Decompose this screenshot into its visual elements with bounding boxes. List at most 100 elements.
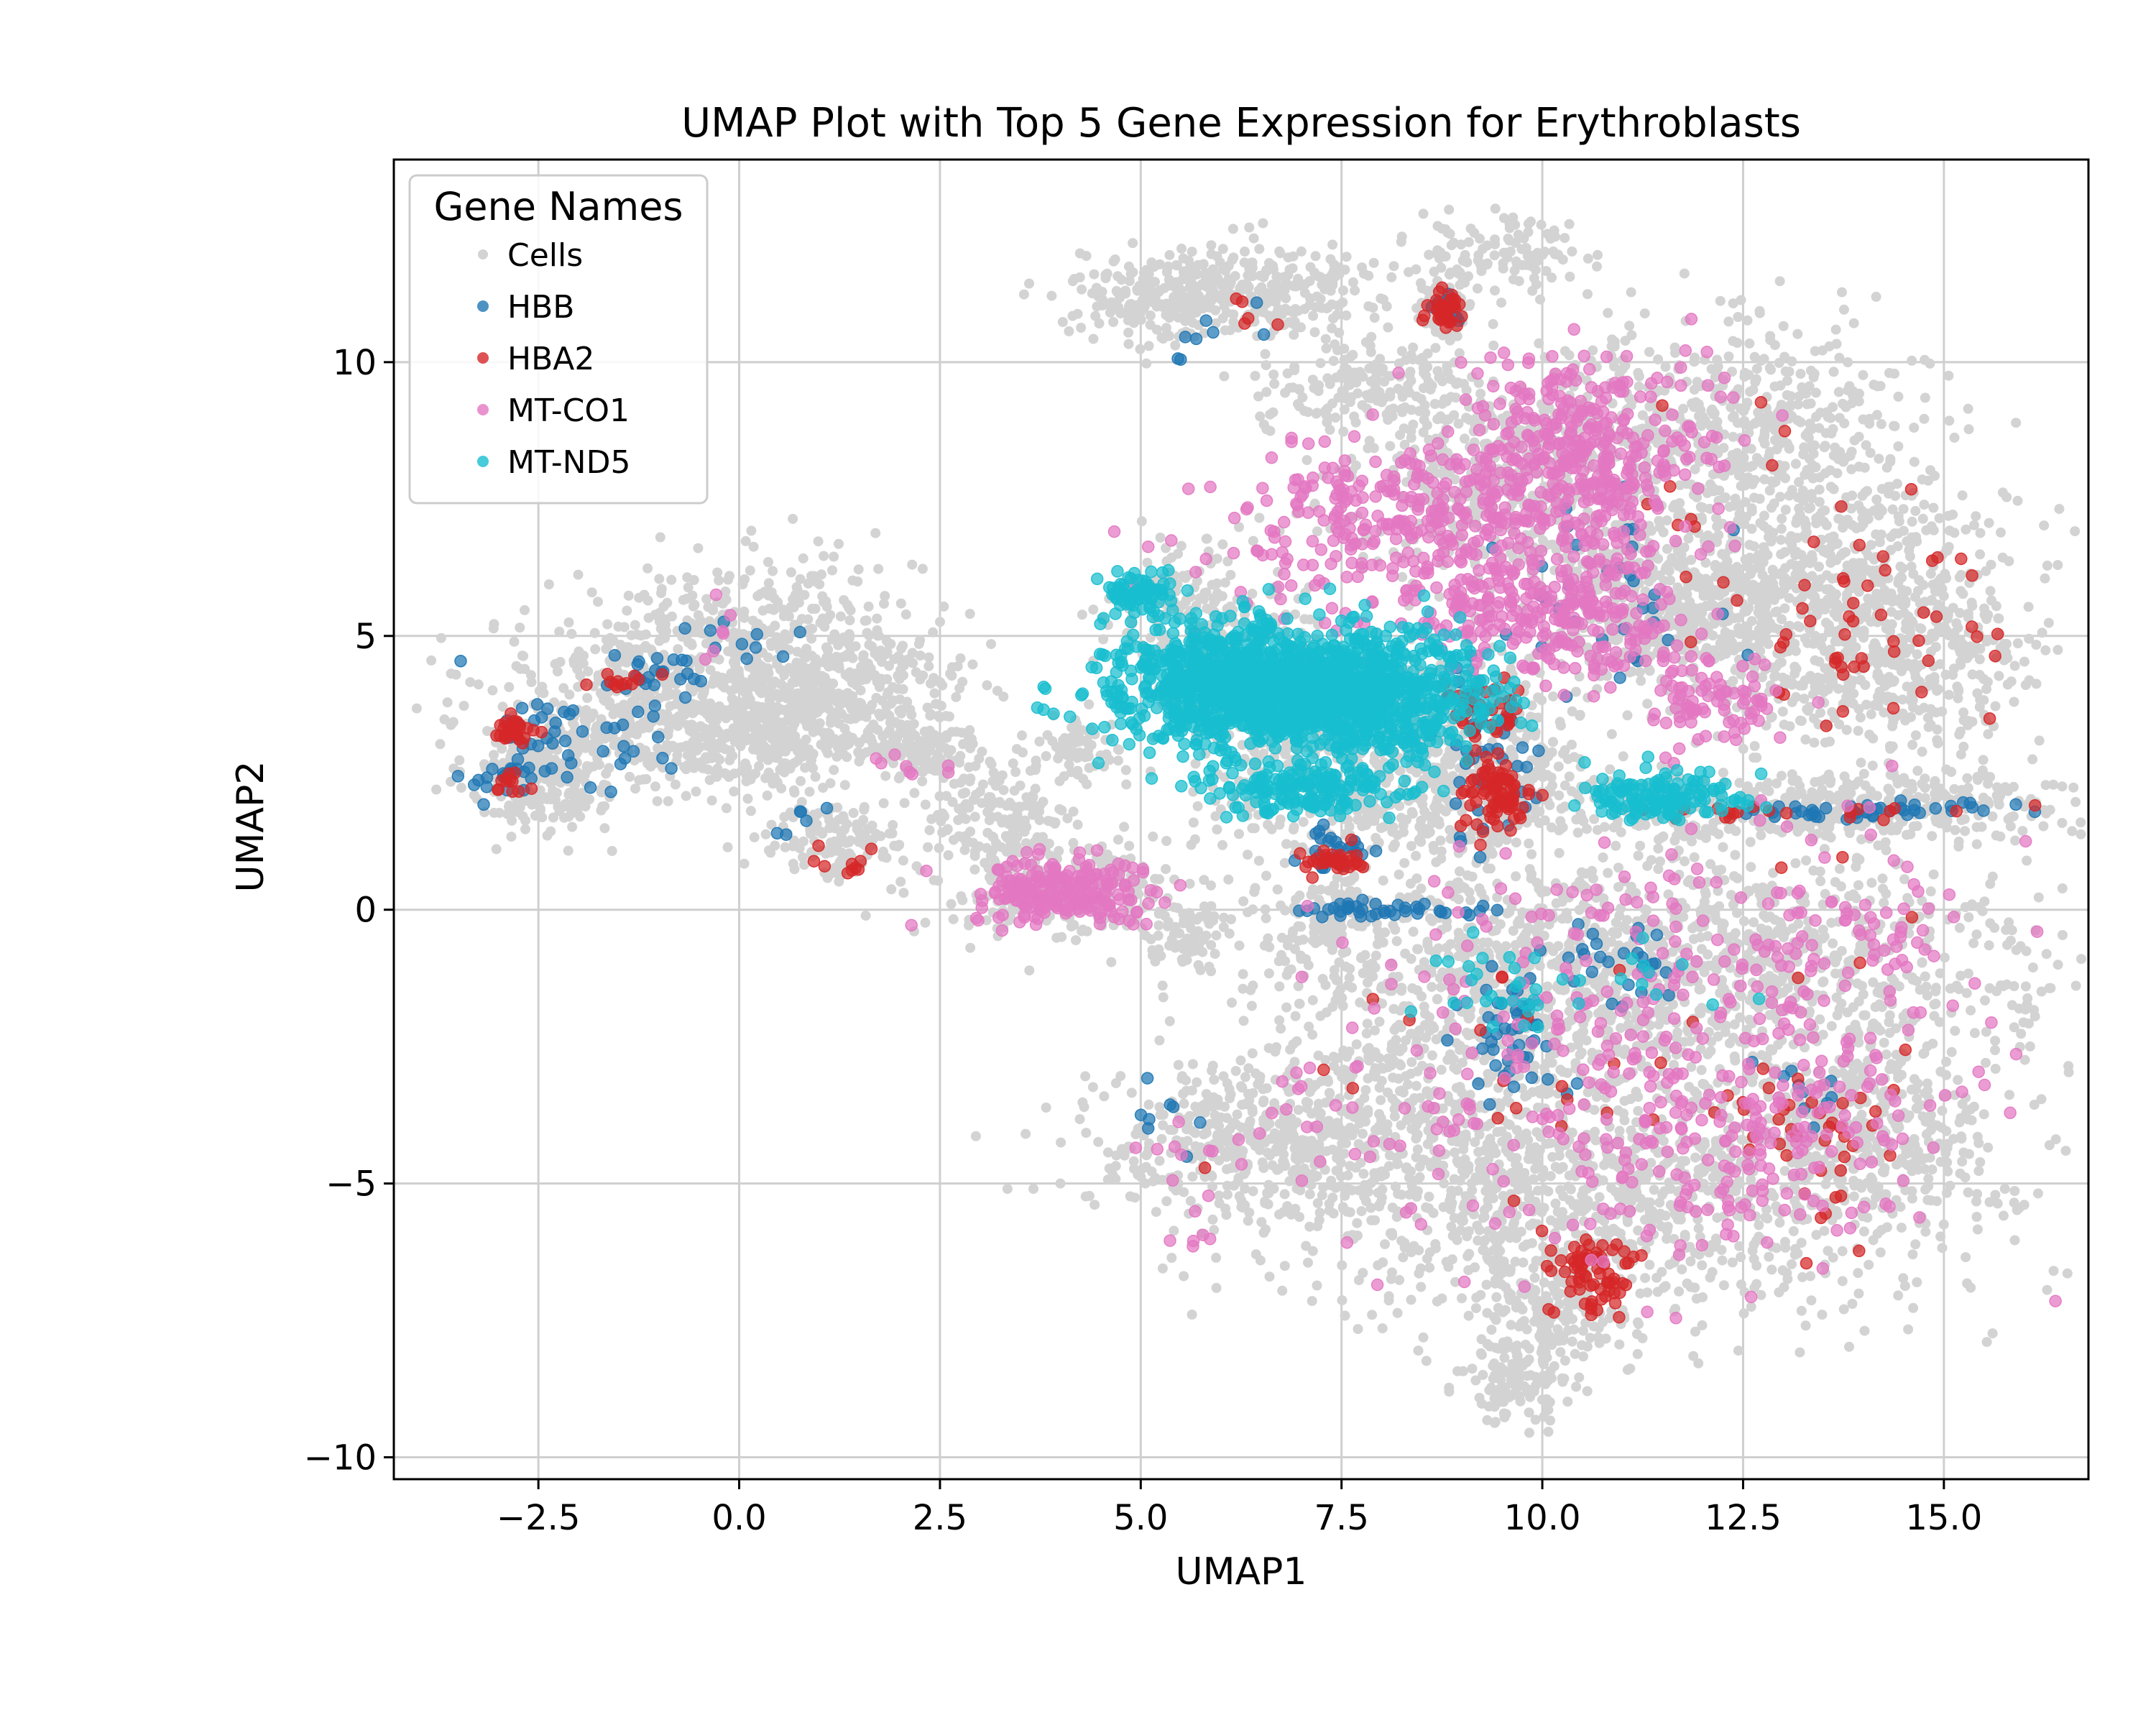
point xyxy=(1211,594,1221,605)
point xyxy=(802,746,813,757)
point xyxy=(666,574,677,585)
point xyxy=(923,842,933,852)
point xyxy=(1792,328,1803,339)
point xyxy=(1784,443,1795,454)
point xyxy=(563,617,574,627)
point xyxy=(1090,310,1101,321)
point xyxy=(473,679,484,690)
point xyxy=(1338,285,1348,296)
point xyxy=(688,763,699,773)
point xyxy=(1830,324,1841,335)
point xyxy=(845,605,856,616)
point xyxy=(1378,294,1388,305)
point xyxy=(1806,489,1817,500)
point xyxy=(1110,254,1120,264)
point xyxy=(1453,418,1464,429)
point xyxy=(1958,589,1968,599)
point xyxy=(923,652,934,663)
point xyxy=(1077,926,1087,937)
point xyxy=(1560,346,1570,356)
point xyxy=(1169,301,1179,311)
point xyxy=(886,884,897,895)
point xyxy=(1897,563,1908,574)
point xyxy=(738,629,749,640)
point xyxy=(1358,372,1368,382)
point xyxy=(1293,305,1304,316)
point xyxy=(898,855,908,866)
point xyxy=(1310,251,1321,262)
point xyxy=(1919,413,1930,424)
point xyxy=(1748,476,1759,486)
point xyxy=(548,812,558,823)
point xyxy=(790,589,801,600)
point xyxy=(1949,432,1960,443)
point xyxy=(1724,502,1735,512)
point xyxy=(1560,233,1570,244)
point xyxy=(838,741,849,752)
point xyxy=(868,834,878,845)
point xyxy=(566,789,577,800)
point xyxy=(518,650,529,661)
point xyxy=(844,848,854,859)
point xyxy=(1474,234,1485,244)
point xyxy=(538,688,549,699)
point xyxy=(1321,343,1332,354)
point xyxy=(1909,423,1920,433)
point xyxy=(613,621,624,632)
point xyxy=(454,755,465,765)
point xyxy=(1869,380,1879,390)
point xyxy=(1128,267,1138,277)
point xyxy=(1723,351,1734,362)
point xyxy=(1397,571,1408,582)
point xyxy=(1244,264,1255,275)
point xyxy=(673,644,683,655)
point xyxy=(1744,338,1755,349)
point xyxy=(1329,259,1340,270)
point xyxy=(1064,326,1074,336)
point xyxy=(724,771,734,782)
point xyxy=(1408,342,1419,353)
point xyxy=(807,604,818,614)
point xyxy=(860,615,870,626)
point xyxy=(982,680,992,691)
point xyxy=(1414,354,1424,365)
point xyxy=(667,611,677,622)
point xyxy=(1146,280,1156,290)
point xyxy=(936,701,946,711)
point xyxy=(1920,392,1930,403)
point xyxy=(1893,528,1904,539)
point xyxy=(822,748,833,758)
point xyxy=(1432,366,1443,377)
point xyxy=(1644,346,1654,357)
point xyxy=(1910,505,1921,516)
point xyxy=(1072,308,1083,319)
point xyxy=(1777,513,1787,524)
point xyxy=(1847,490,1858,501)
point xyxy=(1719,493,1730,504)
point xyxy=(996,842,1007,852)
point xyxy=(746,525,757,536)
point xyxy=(960,787,971,798)
point xyxy=(986,639,996,650)
point xyxy=(698,763,709,773)
point xyxy=(1464,300,1475,311)
point xyxy=(1790,550,1800,561)
point xyxy=(882,673,893,684)
point xyxy=(735,741,746,752)
point xyxy=(925,710,936,721)
point xyxy=(1406,375,1416,386)
point xyxy=(880,770,891,781)
point xyxy=(654,635,665,646)
point xyxy=(760,725,771,736)
point xyxy=(1814,497,1825,507)
point xyxy=(789,758,800,768)
point xyxy=(934,842,944,853)
point xyxy=(1748,385,1759,395)
point xyxy=(780,842,791,852)
point xyxy=(1187,247,1197,257)
point xyxy=(934,712,945,723)
point xyxy=(1833,387,1844,397)
point xyxy=(1583,289,1593,300)
point xyxy=(1914,575,1925,586)
point xyxy=(1379,392,1390,403)
